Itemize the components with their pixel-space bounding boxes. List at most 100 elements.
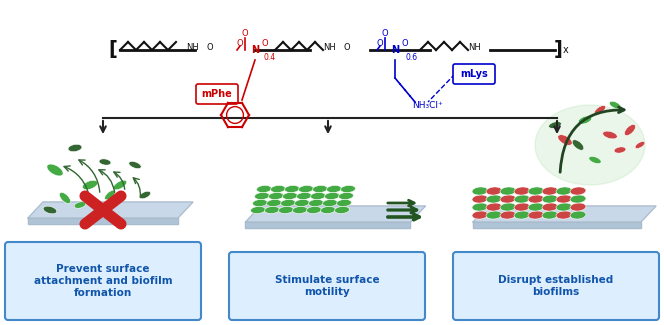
Ellipse shape xyxy=(472,195,488,203)
Ellipse shape xyxy=(284,186,299,192)
Ellipse shape xyxy=(514,187,530,195)
Ellipse shape xyxy=(268,192,284,200)
FancyBboxPatch shape xyxy=(196,84,238,104)
Ellipse shape xyxy=(335,206,349,214)
Ellipse shape xyxy=(528,211,544,219)
Ellipse shape xyxy=(500,195,516,203)
Ellipse shape xyxy=(535,105,645,185)
Ellipse shape xyxy=(280,200,295,207)
Ellipse shape xyxy=(295,200,309,207)
Text: O: O xyxy=(262,38,268,47)
Text: N: N xyxy=(391,45,399,55)
Ellipse shape xyxy=(309,200,323,207)
Ellipse shape xyxy=(486,203,502,211)
Text: O: O xyxy=(376,38,383,47)
Text: ]: ] xyxy=(554,41,562,59)
Ellipse shape xyxy=(254,192,270,200)
Ellipse shape xyxy=(572,140,584,150)
Ellipse shape xyxy=(556,195,572,203)
FancyBboxPatch shape xyxy=(229,252,425,320)
Ellipse shape xyxy=(339,192,353,200)
Ellipse shape xyxy=(43,206,57,214)
Ellipse shape xyxy=(129,162,141,169)
Ellipse shape xyxy=(99,159,111,165)
Ellipse shape xyxy=(500,187,516,195)
Text: Disrupt established
biofilms: Disrupt established biofilms xyxy=(499,275,614,297)
Ellipse shape xyxy=(311,192,325,200)
Ellipse shape xyxy=(256,186,272,192)
Ellipse shape xyxy=(293,206,307,214)
Ellipse shape xyxy=(558,135,572,145)
Ellipse shape xyxy=(603,131,618,139)
Text: O: O xyxy=(236,38,243,47)
Ellipse shape xyxy=(570,187,586,195)
Ellipse shape xyxy=(635,141,645,149)
Text: x: x xyxy=(563,45,569,55)
Ellipse shape xyxy=(542,211,558,219)
Ellipse shape xyxy=(74,202,86,208)
Ellipse shape xyxy=(299,186,313,192)
Text: O: O xyxy=(207,44,213,53)
Ellipse shape xyxy=(614,147,626,153)
Ellipse shape xyxy=(313,186,327,192)
FancyBboxPatch shape xyxy=(453,252,659,320)
Ellipse shape xyxy=(472,203,488,211)
Ellipse shape xyxy=(282,192,297,200)
Text: O: O xyxy=(402,38,408,47)
Ellipse shape xyxy=(325,192,339,200)
Polygon shape xyxy=(246,222,410,228)
Ellipse shape xyxy=(105,190,116,200)
Ellipse shape xyxy=(323,200,337,207)
Text: [: [ xyxy=(108,41,118,59)
Text: 0.4: 0.4 xyxy=(264,53,276,61)
Ellipse shape xyxy=(82,180,98,190)
Ellipse shape xyxy=(570,203,586,211)
Ellipse shape xyxy=(570,211,586,219)
Ellipse shape xyxy=(252,200,268,207)
Text: Stimulate surface
motility: Stimulate surface motility xyxy=(275,275,379,297)
Ellipse shape xyxy=(321,206,335,214)
Text: NH: NH xyxy=(187,44,199,53)
Ellipse shape xyxy=(514,211,530,219)
Ellipse shape xyxy=(542,195,558,203)
Ellipse shape xyxy=(548,122,561,128)
Ellipse shape xyxy=(589,156,601,163)
Ellipse shape xyxy=(472,187,488,195)
Ellipse shape xyxy=(60,192,70,203)
Ellipse shape xyxy=(570,195,586,203)
Ellipse shape xyxy=(250,206,266,214)
Text: mLys: mLys xyxy=(460,69,488,79)
Ellipse shape xyxy=(542,187,558,195)
Polygon shape xyxy=(28,202,193,218)
Ellipse shape xyxy=(528,187,544,195)
Text: N: N xyxy=(251,45,259,55)
Polygon shape xyxy=(473,206,656,222)
Ellipse shape xyxy=(114,180,127,190)
Ellipse shape xyxy=(556,211,572,219)
Ellipse shape xyxy=(266,200,282,207)
Polygon shape xyxy=(473,222,641,228)
Ellipse shape xyxy=(341,186,355,192)
Ellipse shape xyxy=(542,203,558,211)
Ellipse shape xyxy=(297,192,311,200)
Ellipse shape xyxy=(528,203,544,211)
Ellipse shape xyxy=(578,116,592,124)
Ellipse shape xyxy=(139,191,151,199)
Text: O: O xyxy=(242,29,248,37)
Polygon shape xyxy=(246,206,426,222)
Text: Prevent surface
attachment and biofilm
formation: Prevent surface attachment and biofilm f… xyxy=(34,265,173,298)
Text: mPhe: mPhe xyxy=(202,89,232,99)
Polygon shape xyxy=(28,218,178,224)
Ellipse shape xyxy=(500,203,516,211)
Ellipse shape xyxy=(337,200,351,207)
Ellipse shape xyxy=(486,211,502,219)
Ellipse shape xyxy=(556,187,572,195)
Text: NH: NH xyxy=(469,44,481,53)
Text: NH: NH xyxy=(323,44,337,53)
Ellipse shape xyxy=(486,195,502,203)
FancyBboxPatch shape xyxy=(5,242,201,320)
Text: O: O xyxy=(344,44,351,53)
Ellipse shape xyxy=(624,124,635,136)
Ellipse shape xyxy=(514,203,530,211)
Ellipse shape xyxy=(47,164,63,176)
